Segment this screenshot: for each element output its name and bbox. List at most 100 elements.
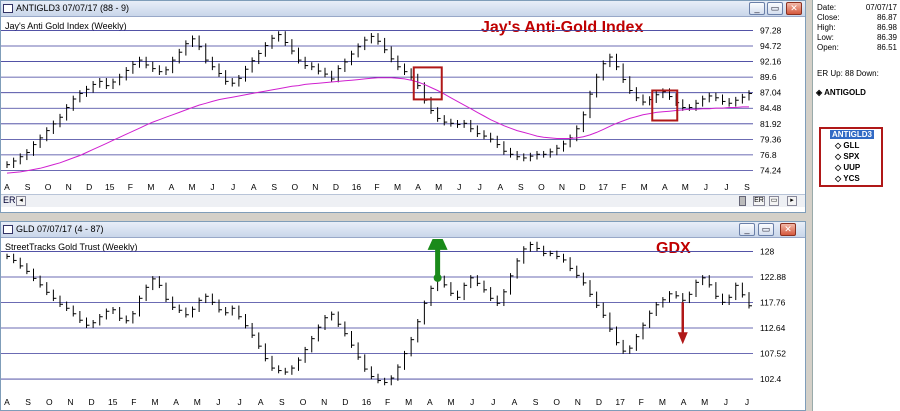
tree-item-label: SPX <box>843 152 860 161</box>
x-tick-label: M <box>151 397 158 407</box>
x-tick-label: D <box>333 182 339 192</box>
x-tick-label: D <box>596 397 602 407</box>
x-tick-label: N <box>321 397 327 407</box>
x-tick-label: M <box>659 397 666 407</box>
close-button[interactable]: ✕ <box>786 2 802 15</box>
scroll-thumb[interactable] <box>739 196 746 206</box>
annotation-box <box>651 89 679 122</box>
antigold-price-chart[interactable]: 97.28 94.72 92.16 89.6 87.04 84.48 81.92 79.36 7… <box>1 18 805 194</box>
tree-node-icon: ◇ <box>835 152 844 161</box>
open-label: Open: <box>817 43 839 52</box>
x-tick-label: D <box>89 397 95 407</box>
x-tick-label: S <box>25 397 31 407</box>
y-tick-label: 76.8 <box>760 150 777 160</box>
gld-price-chart[interactable]: 128 122.88 117.76 112.64 107.52 102.4 A S O N D 15 F… <box>1 239 805 410</box>
x-tick-label: 16 <box>362 397 372 407</box>
x-tick-label: A <box>251 182 257 192</box>
x-tick-label: M <box>641 182 648 192</box>
y-tick-label: 84.48 <box>760 103 782 113</box>
low-value: 86.39 <box>876 33 897 42</box>
y-tick-label: 81.92 <box>760 119 782 129</box>
tree-item-uup[interactable]: ◇ UUP <box>835 163 860 172</box>
high-value: 86.98 <box>876 23 897 32</box>
x-tick-label: A <box>169 182 175 192</box>
x-tick-label: A <box>427 397 433 407</box>
x-tick-label: 16 <box>352 182 362 192</box>
signal-dot <box>433 273 442 282</box>
x-tick-label: S <box>25 182 31 192</box>
tree-expand-icon[interactable]: ◈ <box>816 88 825 97</box>
moving-average-long-line <box>6 77 749 174</box>
x-tick-label: S <box>744 182 750 192</box>
chart-window-icon <box>3 4 13 13</box>
window-title: GLD 07/07/17 (4 - 87) <box>16 224 104 234</box>
x-tick-label: O <box>300 397 307 407</box>
high-row: High: 86.98 <box>817 23 899 32</box>
scroll-right-arrow-icon[interactable]: ▸ <box>787 196 797 206</box>
tree-highlight-box <box>819 127 883 187</box>
x-tick-label: J <box>704 182 708 192</box>
x-tick-label: S <box>533 397 539 407</box>
x-tick-label: D <box>86 182 92 192</box>
chart-subtitle: StreetTracks Gold Trust (Weekly) <box>5 242 138 252</box>
tree-root-label: ANTIGOLD <box>824 88 866 97</box>
tree-item-gll[interactable]: ◇ GLL <box>835 141 859 150</box>
tree-item-spx[interactable]: ◇ SPX <box>835 152 859 161</box>
x-tick-label: N <box>312 182 318 192</box>
x-tick-label: A <box>681 397 687 407</box>
x-tick-label: J <box>237 397 241 407</box>
minimize-button[interactable]: _ <box>739 223 755 236</box>
open-row: Open: 86.51 <box>817 43 899 52</box>
maximize-button[interactable]: ▭ <box>758 223 774 236</box>
close-button[interactable]: ✕ <box>780 223 796 236</box>
x-tick-label: S <box>518 182 524 192</box>
antigold-window-titlebar[interactable]: ANTIGLD3 07/07/17 (88 - 9) _ ▭ ✕ <box>1 1 805 17</box>
chart-overlay-title: GDX <box>656 240 691 257</box>
y-tick-label: 79.36 <box>760 134 782 144</box>
x-tick-label: M <box>447 397 454 407</box>
y-tick-label: 122.88 <box>760 272 786 282</box>
x-tick-label: D <box>579 182 585 192</box>
x-tick-label: A <box>173 397 179 407</box>
x-tick-label: 15 <box>108 397 118 407</box>
tree-node-icon: ◇ <box>835 163 844 172</box>
y-tick-label: 87.04 <box>760 88 782 98</box>
tree-item-label: GLL <box>843 141 860 150</box>
x-tick-label: S <box>279 397 285 407</box>
x-tick-label: N <box>575 397 581 407</box>
x-tick-label: N <box>67 397 73 407</box>
scroll-zoom-button[interactable]: ▭ <box>769 196 779 206</box>
window-title: ANTIGLD3 07/07/17 (88 - 9) <box>16 3 130 13</box>
chart-overlay-title: Jay's Anti-Gold Index <box>481 19 644 36</box>
tree-item-ycs[interactable]: ◇ YCS <box>835 174 860 183</box>
horizontal-scrollbar[interactable]: ER ◂ ER ▭ ▸ <box>1 194 805 207</box>
close-value: 86.87 <box>876 13 897 22</box>
data-panel: Date: 07/07/17 Close: 86.87 High: 86.98 Low… <box>812 0 900 411</box>
x-tick-label: O <box>553 397 560 407</box>
x-tick-label: A <box>662 182 668 192</box>
tree-item-label: UUP <box>843 163 861 172</box>
x-tick-label: J <box>216 397 220 407</box>
tree-node-icon: ◇ <box>835 174 844 183</box>
y-tick-label: 128 <box>760 246 774 256</box>
tree-root-antigold[interactable]: ◈ ANTIGOLD <box>816 88 866 97</box>
x-tick-label: J <box>470 397 474 407</box>
x-tick-label: M <box>394 182 401 192</box>
x-tick-label: N <box>66 182 72 192</box>
scroll-er-button[interactable]: ER <box>753 196 765 206</box>
minimize-button[interactable]: _ <box>749 2 765 15</box>
x-tick-label: A <box>415 182 421 192</box>
gld-chart-window: GLD 07/07/17 (4 - 87) _ ▭ ✕ StreetTracks… <box>0 221 806 411</box>
y-tick-label: 107.52 <box>760 349 786 359</box>
x-tick-label: J <box>210 182 214 192</box>
gld-window-titlebar[interactable]: GLD 07/07/17 (4 - 87) _ ▭ ✕ <box>1 222 805 238</box>
x-tick-label: O <box>46 397 53 407</box>
x-tick-label: F <box>385 397 390 407</box>
x-tick-label: N <box>559 182 565 192</box>
x-tick-label: J <box>478 182 482 192</box>
x-tick-label: M <box>682 182 689 192</box>
maximize-button[interactable]: ▭ <box>767 2 783 15</box>
scroll-left-arrow-icon[interactable]: ◂ <box>16 196 26 206</box>
y-tick-label: 74.24 <box>760 165 782 175</box>
tree-item-antigld3[interactable]: ANTIGLD3 <box>830 130 874 139</box>
